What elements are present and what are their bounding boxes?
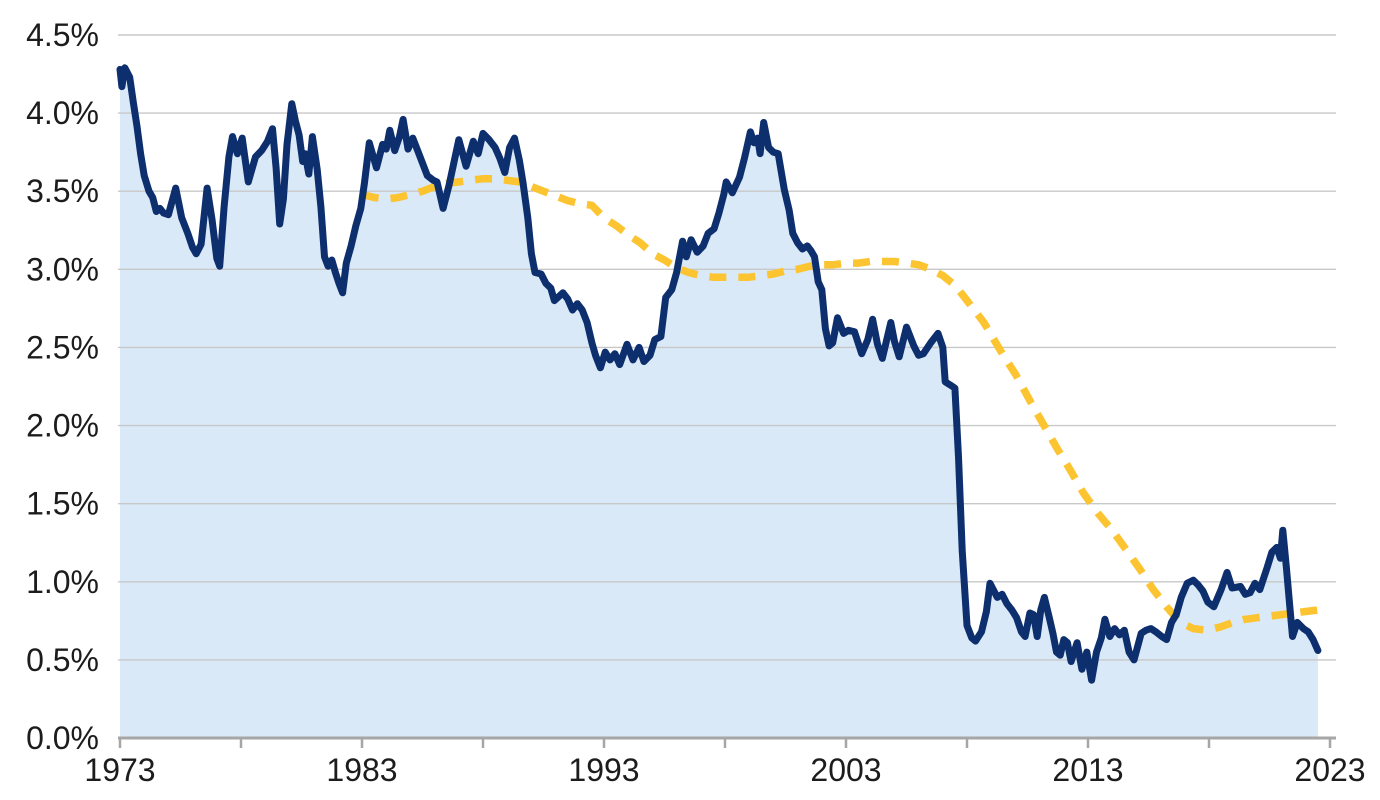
y-axis-label: 0.0% — [26, 720, 99, 756]
y-axis-label: 2.0% — [26, 408, 99, 444]
x-axis-label: 1993 — [568, 752, 639, 788]
x-axis-label: 2023 — [1294, 752, 1365, 788]
x-axis-label: 2003 — [810, 752, 881, 788]
area-fill — [120, 67, 1318, 737]
x-axis-label: 1973 — [84, 752, 155, 788]
y-axis-label: 2.5% — [26, 329, 99, 365]
y-axis-label: 4.0% — [26, 95, 99, 131]
x-axis-label: 1983 — [326, 752, 397, 788]
trend-line — [361, 174, 1320, 634]
x-axis-label: 2013 — [1052, 752, 1123, 788]
y-axis-label: 1.0% — [26, 564, 99, 600]
main-line — [116, 64, 1322, 684]
y-axis-label: 3.0% — [26, 251, 99, 287]
y-axis-label: 4.5% — [26, 17, 99, 53]
y-axis-label: 1.5% — [26, 486, 99, 522]
y-axis-label: 3.5% — [26, 173, 99, 209]
y-axis-label: 0.5% — [26, 642, 99, 678]
